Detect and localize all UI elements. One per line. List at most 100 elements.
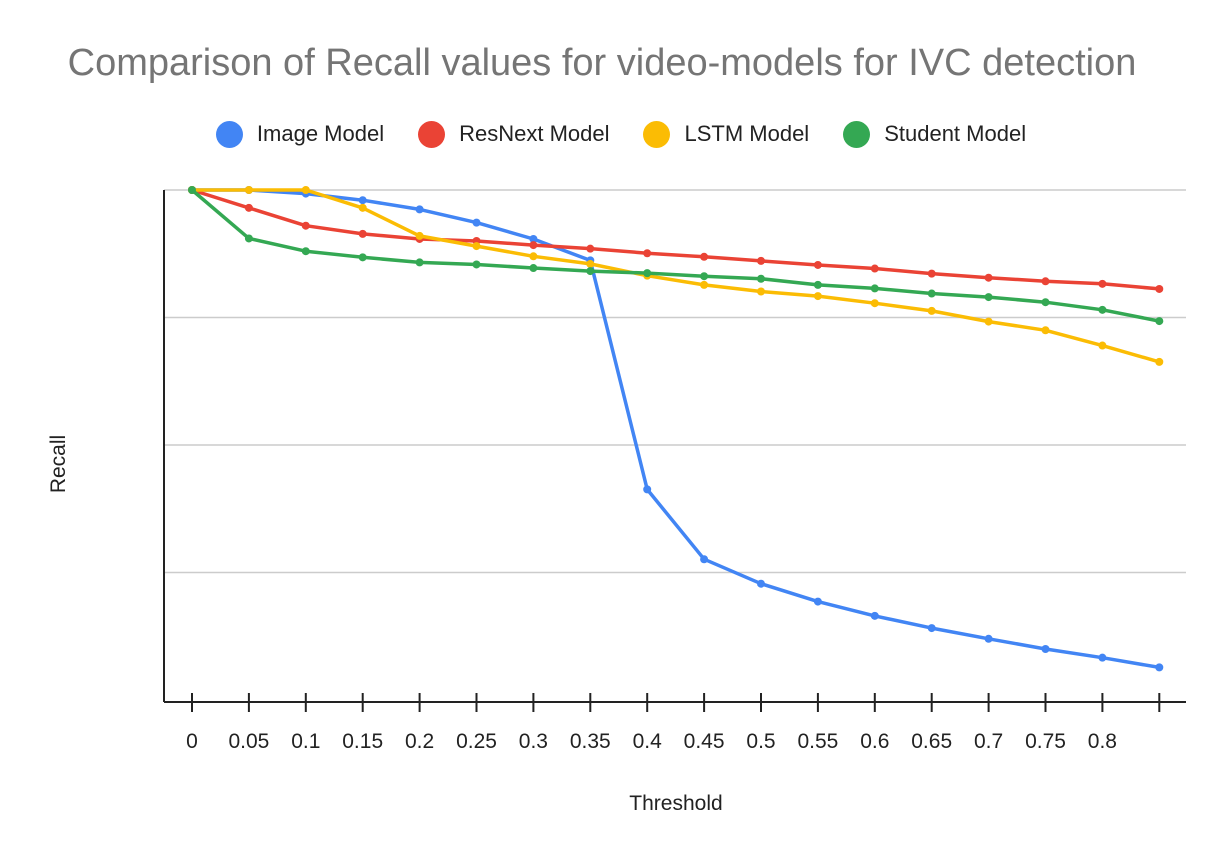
y-axis-title: Recall (47, 435, 70, 493)
data-point-image-model-9 (700, 555, 709, 564)
series-image-model (188, 186, 1164, 672)
data-point-lstm-model-17 (1155, 357, 1164, 366)
x-tick-label-6: 0.3 (519, 730, 548, 753)
data-point-resnext-model-16 (1098, 279, 1107, 288)
x-tick-label-0: 0 (186, 730, 198, 753)
data-point-student-model-0 (188, 186, 196, 194)
data-point-student-model-6 (529, 264, 538, 273)
data-point-image-model-4 (415, 205, 424, 214)
data-point-resnext-model-17 (1155, 284, 1164, 293)
data-point-student-model-12 (870, 284, 879, 293)
series-student-model (188, 186, 1164, 326)
legend-label-lstm-model: LSTM Model (684, 121, 810, 146)
data-point-image-model-17 (1155, 663, 1164, 672)
legend-item-resnext-model[interactable]: ResNext Model (418, 120, 610, 148)
data-point-resnext-model-10 (757, 256, 765, 265)
axes (163, 190, 1186, 703)
legend-label-image-model: Image Model (256, 121, 385, 146)
data-point-lstm-model-9 (700, 280, 709, 289)
data-point-resnext-model-7 (586, 244, 595, 253)
data-point-student-model-5 (472, 260, 481, 269)
data-point-student-model-14 (984, 293, 993, 302)
data-point-student-model-15 (1041, 298, 1050, 307)
data-point-resnext-model-13 (927, 269, 936, 278)
data-point-student-model-8 (643, 269, 652, 278)
legend-swatch-resnext-model (418, 120, 446, 148)
legend-item-student-model[interactable]: Student Model (843, 120, 1027, 148)
data-point-student-model-9 (700, 272, 709, 281)
data-point-resnext-model-11 (813, 260, 822, 269)
data-point-resnext-model-14 (984, 273, 993, 282)
data-point-lstm-model-10 (757, 287, 765, 296)
data-point-image-model-13 (927, 624, 936, 633)
data-point-image-model-12 (870, 611, 879, 620)
data-point-lstm-model-14 (984, 317, 993, 326)
x-tick-label-15: 0.75 (1025, 730, 1066, 753)
data-point-image-model-16 (1098, 653, 1107, 662)
x-tick-label-5: 0.25 (456, 730, 497, 753)
x-tick-label-9: 0.45 (684, 730, 725, 753)
data-point-lstm-model-7 (586, 259, 595, 268)
legend-swatch-lstm-model (643, 120, 671, 148)
data-point-lstm-model-3 (358, 203, 367, 212)
data-point-lstm-model-1 (244, 186, 253, 194)
series-line-lstm-model (190, 188, 1162, 364)
data-point-student-model-3 (358, 253, 367, 262)
data-point-lstm-model-6 (529, 252, 538, 261)
data-point-image-model-14 (984, 634, 993, 643)
legend-swatch-image-model (215, 120, 243, 148)
data-point-student-model-4 (415, 258, 424, 267)
legend-item-image-model[interactable]: Image Model (215, 120, 385, 148)
data-point-image-model-15 (1041, 645, 1050, 653)
series-layer (188, 186, 1164, 672)
data-point-student-model-10 (757, 274, 765, 283)
data-point-resnext-model-2 (301, 221, 310, 230)
data-point-image-model-3 (358, 196, 367, 205)
data-point-student-model-13 (927, 289, 936, 298)
x-tick-label-8: 0.4 (633, 730, 663, 753)
x-tick-label-1: 0.05 (228, 730, 269, 753)
data-point-lstm-model-5 (472, 242, 481, 251)
data-point-image-model-10 (757, 579, 765, 588)
data-point-resnext-model-3 (358, 229, 367, 238)
data-point-lstm-model-15 (1041, 326, 1050, 335)
legend-label-resnext-model: ResNext Model (459, 121, 610, 146)
data-point-resnext-model-1 (244, 203, 253, 212)
data-point-student-model-11 (813, 280, 822, 289)
legend-swatch-student-model (843, 120, 871, 148)
data-point-resnext-model-8 (643, 249, 652, 258)
x-tick-label-12: 0.6 (860, 730, 889, 753)
gridlines (164, 189, 1186, 574)
series-line-image-model (190, 188, 1162, 670)
data-point-resnext-model-6 (529, 241, 538, 250)
legend-item-lstm-model[interactable]: LSTM Model (643, 120, 810, 148)
data-point-lstm-model-11 (813, 292, 822, 301)
data-point-student-model-1 (244, 234, 253, 243)
data-point-image-model-8 (643, 485, 652, 494)
x-tick-label-14: 0.7 (974, 730, 1003, 753)
data-point-resnext-model-9 (700, 252, 709, 261)
data-point-lstm-model-12 (870, 299, 879, 308)
x-axis-ticks: 0 0.05 0.1 0.15 0.2 0.25 0.3 0.35 0.4 0.45 0.5 0.55… (186, 693, 1161, 753)
x-tick-label-10: 0.5 (746, 730, 775, 753)
data-point-resnext-model-15 (1041, 277, 1050, 286)
x-tick-label-7: 0.35 (570, 730, 611, 753)
x-tick-label-3: 0.15 (342, 730, 383, 753)
x-tick-label-13: 0.65 (911, 730, 952, 753)
data-point-lstm-model-2 (301, 186, 310, 194)
data-point-image-model-6 (529, 234, 538, 243)
data-point-student-model-7 (586, 267, 595, 276)
data-point-lstm-model-16 (1098, 341, 1107, 350)
data-point-lstm-model-4 (415, 231, 424, 240)
x-tick-label-2: 0.1 (291, 730, 320, 753)
chart-title: Comparison of Recall values for video-mo… (67, 42, 1137, 84)
series-line-resnext-model (190, 188, 1162, 291)
data-point-lstm-model-13 (927, 306, 936, 315)
data-point-student-model-17 (1155, 317, 1164, 326)
x-tick-label-16: 0.8 (1088, 730, 1117, 753)
legend-label-student-model: Student Model (884, 121, 1027, 146)
data-point-resnext-model-12 (870, 264, 879, 273)
series-resnext-model (188, 186, 1164, 293)
data-point-student-model-2 (301, 247, 310, 256)
